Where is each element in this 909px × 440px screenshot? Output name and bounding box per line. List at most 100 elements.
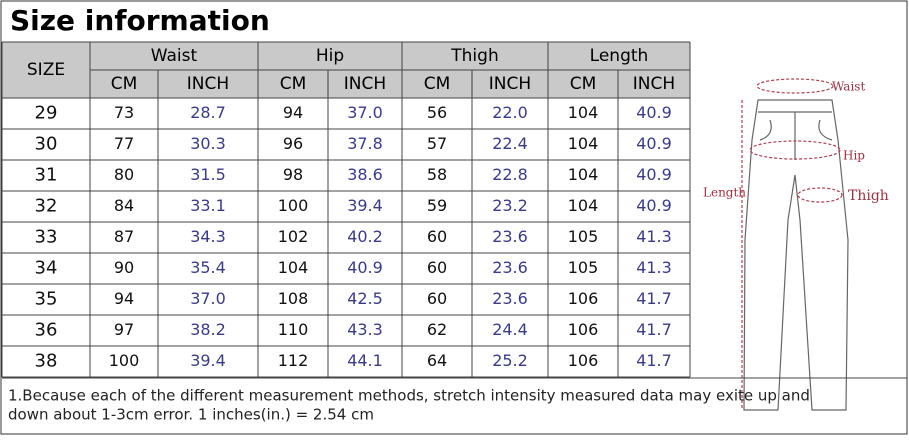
unit-header: INCH [489,74,531,94]
cell: 30.3 [190,134,226,153]
cell: 57 [427,134,447,153]
cell: 28.7 [190,103,226,122]
cell: 106 [568,351,599,370]
unit-header: INCH [344,74,386,94]
diagram-label: Hip [843,149,865,163]
pants-diagram [741,78,849,411]
cell: 40.2 [347,227,383,246]
cell: 104 [568,196,599,215]
cell: 97 [114,320,134,339]
title: Size information [10,4,270,37]
unit-header: CM [111,74,138,94]
cell: 100 [278,196,309,215]
cell: 98 [283,165,303,184]
cell: 22.8 [492,165,528,184]
cell: 59 [427,196,447,215]
cell: 41.7 [636,351,672,370]
cell: 104 [568,165,599,184]
cell: 34.3 [190,227,226,246]
cell: 31 [35,165,58,186]
cell: 112 [278,351,309,370]
diagram-label: Waist [832,80,865,94]
unit-header: INCH [633,74,675,94]
cell: 38 [35,351,58,372]
unit-header: CM [280,74,307,94]
cell: 35.4 [190,258,226,277]
cell: 23.6 [492,227,528,246]
cell: 40.9 [636,165,672,184]
group-header: Length [590,46,649,66]
cell: 22.0 [492,103,528,122]
cell: 84 [114,196,134,215]
cell: 39.4 [347,196,383,215]
unit-header: INCH [187,74,229,94]
cell: 24.4 [492,320,528,339]
cell: 58 [427,165,447,184]
cell: 32 [35,196,58,217]
cell: 110 [278,320,309,339]
cell: 60 [427,227,447,246]
cell: 104 [278,258,309,277]
cell: 60 [427,258,447,277]
cell: 23.6 [492,289,528,308]
cell: 106 [568,320,599,339]
cell: 40.9 [347,258,383,277]
cell: 23.6 [492,258,528,277]
cell: 105 [568,227,599,246]
cell: 38.6 [347,165,383,184]
footer-line: 1.Because each of the different measurem… [8,387,810,405]
cell: 30 [35,134,58,155]
cell: 29 [35,103,58,124]
cell: 62 [427,320,447,339]
cell: 56 [427,103,447,122]
cell: 37.0 [190,289,226,308]
cell: 100 [109,351,140,370]
cell: 42.5 [347,289,383,308]
cell: 40.9 [636,134,672,153]
cell: 37.0 [347,103,383,122]
cell: 60 [427,289,447,308]
cell: 39.4 [190,351,226,370]
cell: 33 [35,227,58,248]
cell: 87 [114,227,134,246]
cell: 34 [35,258,58,279]
cell: 33.1 [190,196,226,215]
cell: 94 [114,289,134,308]
cell: 94 [283,103,303,122]
cell: 77 [114,134,134,153]
cell: 40.9 [636,196,672,215]
cell: 36 [35,320,58,341]
cell: 41.3 [636,258,672,277]
cell: 73 [114,103,134,122]
cell: 80 [114,165,134,184]
cell: 41.3 [636,227,672,246]
diagram-label: Thigh [848,188,889,204]
cell: 106 [568,289,599,308]
cell: 96 [283,134,303,153]
group-header: Hip [316,46,344,66]
cell: 104 [568,103,599,122]
cell: 105 [568,258,599,277]
cell: 64 [427,351,447,370]
footer-line: down about 1-3cm error. 1 inches(in.) = … [8,406,374,424]
group-header: Waist [151,46,198,66]
cell: 38.2 [190,320,226,339]
cell: 40.9 [636,103,672,122]
unit-header: CM [570,74,597,94]
unit-header: CM [424,74,451,94]
size-header: SIZE [27,60,65,80]
cell: 23.2 [492,196,528,215]
cell: 104 [568,134,599,153]
cell: 43.3 [347,320,383,339]
diagram-label: Length [703,186,746,200]
cell: 41.7 [636,320,672,339]
cell: 35 [35,289,58,310]
cell: 37.8 [347,134,383,153]
cell: 22.4 [492,134,528,153]
cell: 31.5 [190,165,226,184]
cell: 25.2 [492,351,528,370]
cell: 41.7 [636,289,672,308]
cell: 44.1 [347,351,383,370]
group-header: Thigh [450,46,498,66]
